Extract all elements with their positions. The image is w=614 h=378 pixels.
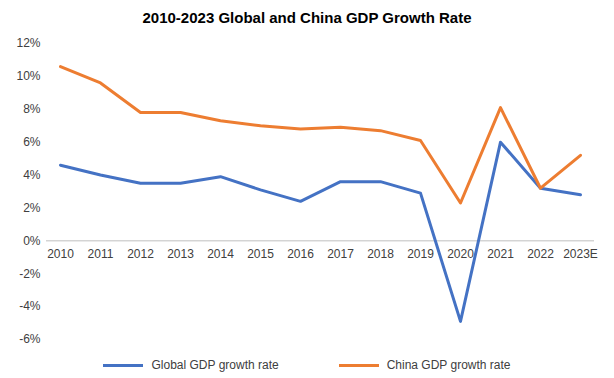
svg-text:2011: 2011 [88, 247, 114, 261]
html-text:China GDP growth rate: China GDP growth rate [386, 358, 511, 372]
svg-text:2021: 2021 [487, 247, 514, 261]
svg-text:2016: 2016 [287, 247, 314, 261]
svg-text:8%: 8% [23, 102, 41, 116]
svg-text:6%: 6% [23, 135, 41, 149]
svg-text:4%: 4% [23, 168, 41, 182]
svg-text:-4%: -4% [19, 299, 41, 313]
svg-text:2023E: 2023E [563, 247, 598, 261]
svg-text:2010: 2010 [47, 247, 74, 261]
html-text:2010-2023 Global and China GDP: 2010-2023 Global and China GDP Growth Ra… [142, 9, 472, 26]
svg-text:-6%: -6% [19, 332, 41, 346]
svg-text:0%: 0% [23, 234, 41, 248]
svg-text:2022: 2022 [527, 247, 554, 261]
svg-text:2015: 2015 [247, 247, 274, 261]
svg-text:2020: 2020 [447, 247, 474, 261]
svg-text:-2%: -2% [19, 267, 41, 281]
svg-text:10%: 10% [16, 69, 40, 83]
svg-text:2017: 2017 [327, 247, 354, 261]
svg-text:2018: 2018 [367, 247, 394, 261]
svg-text:2013: 2013 [167, 247, 194, 261]
svg-text:2012: 2012 [127, 247, 154, 261]
svg-text:2014: 2014 [207, 247, 234, 261]
html-text:Global GDP growth rate: Global GDP growth rate [151, 358, 279, 372]
svg-text:2%: 2% [23, 201, 41, 215]
svg-text:2019: 2019 [407, 247, 434, 261]
svg-text:12%: 12% [16, 36, 40, 50]
